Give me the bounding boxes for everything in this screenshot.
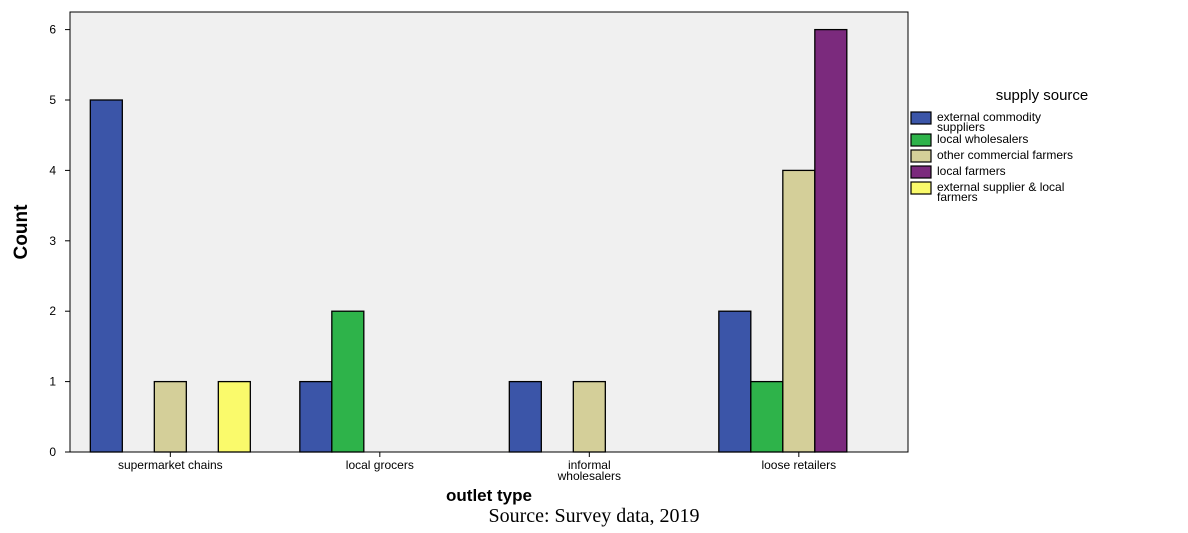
legend-label: local farmers	[937, 164, 1006, 178]
bar	[508, 380, 542, 453]
legend: supply source external commodity supplier…	[910, 87, 1089, 204]
legend-label: external commodity suppliers	[937, 110, 1041, 134]
legend-title: supply source	[996, 87, 1089, 104]
y-tick-label: 4	[49, 163, 56, 177]
x-tick-label: loose retailers	[761, 458, 836, 472]
legend-label: external supplier & local farmers	[937, 180, 1064, 204]
y-axis: 0 1 2 3 4 5 6	[49, 23, 70, 459]
legend-swatch	[910, 149, 932, 163]
bar	[718, 310, 752, 453]
x-tick-label: local grocers	[346, 458, 414, 472]
bar	[299, 380, 333, 453]
legend-swatch	[910, 111, 932, 125]
bar	[782, 169, 816, 453]
legend-swatch	[910, 165, 932, 179]
bar	[153, 380, 187, 453]
bar	[217, 380, 251, 453]
legend-label: other commercial farmers	[937, 148, 1073, 162]
bars-group	[89, 28, 848, 453]
plot-area	[69, 11, 909, 453]
y-tick-label: 0	[49, 445, 56, 459]
legend-label: local wholesalers	[937, 132, 1028, 146]
x-axis-title: outlet type	[446, 486, 532, 505]
y-tick-label: 1	[49, 375, 56, 389]
bar	[572, 380, 606, 453]
legend-swatch	[910, 133, 932, 147]
y-axis-title: Count	[11, 204, 32, 260]
y-tick-label: 3	[49, 234, 56, 248]
x-axis: supermarket chains local grocers informal w…	[118, 452, 836, 483]
source-note: Source: Survey data, 2019	[488, 505, 700, 527]
bar	[814, 28, 848, 453]
x-tick-label: supermarket chains	[118, 458, 223, 472]
y-tick-label: 6	[49, 23, 56, 37]
legend-swatch	[910, 181, 932, 195]
y-tick-label: 5	[49, 93, 56, 107]
x-tick-label: informal wholesalers	[557, 458, 621, 483]
bar	[89, 99, 123, 453]
bar	[750, 380, 784, 453]
y-tick-label: 2	[49, 304, 56, 318]
bar	[331, 310, 365, 453]
